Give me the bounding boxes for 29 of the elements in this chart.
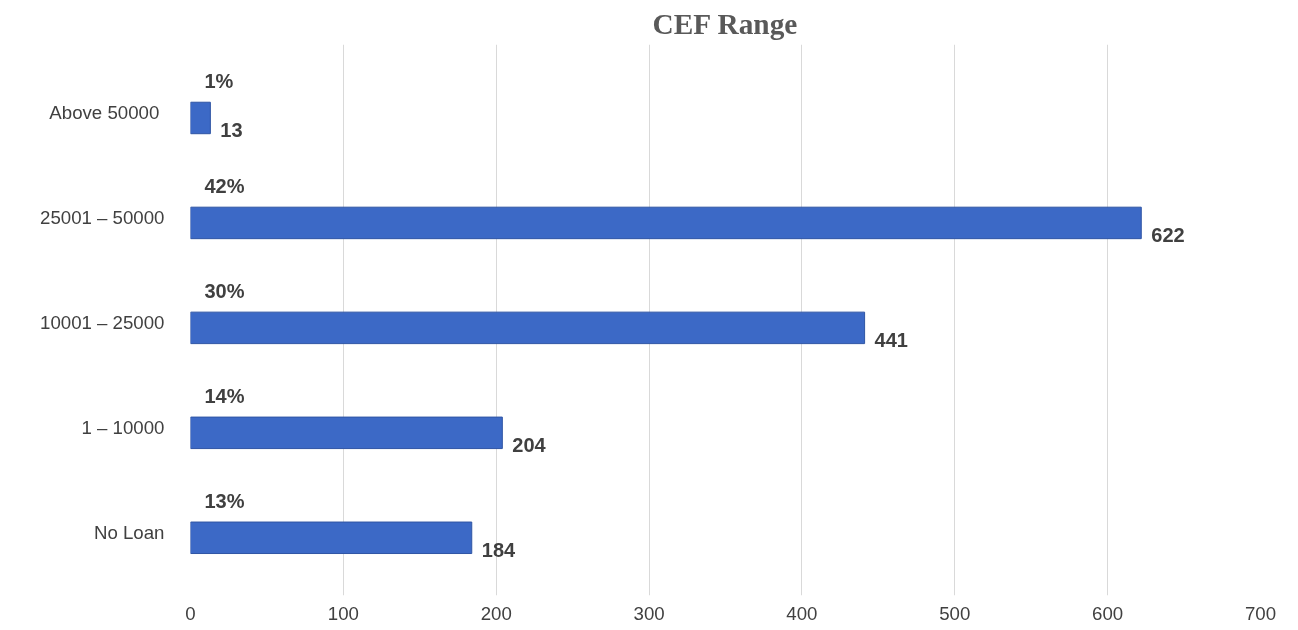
bar — [190, 416, 503, 450]
y-tick-label: 25001 – 50000 — [40, 207, 165, 229]
x-tick-label: 0 — [185, 602, 196, 624]
annotation: 1% — [204, 70, 234, 93]
data-label: 622 — [1151, 223, 1185, 246]
x-tick-label: 200 — [480, 602, 512, 624]
annotation: 14% — [204, 385, 245, 408]
x-tick-label: 400 — [786, 602, 818, 624]
bar — [190, 311, 866, 345]
y-tick-label: Above 50000 — [49, 102, 160, 124]
y-tick-label: 10001 – 25000 — [40, 312, 165, 334]
x-tick-label: 500 — [939, 602, 971, 624]
bar — [190, 206, 1142, 240]
annotation: 30% — [204, 280, 245, 303]
data-label: 441 — [874, 328, 908, 351]
data-label: 184 — [481, 538, 516, 561]
annotation: 13% — [204, 490, 245, 513]
bar — [190, 521, 473, 555]
bar — [190, 101, 211, 135]
x-tick-label: 100 — [327, 602, 359, 624]
x-tick-label: 300 — [633, 602, 665, 624]
y-tick-label: 1 – 10000 — [81, 417, 165, 439]
x-tick-label: 600 — [1092, 602, 1124, 624]
data-label: 13 — [220, 118, 243, 141]
annotation: 42% — [204, 175, 245, 198]
y-tick-label: No Loan — [93, 522, 165, 544]
data-label: 204 — [512, 433, 547, 456]
x-tick-label: 700 — [1244, 602, 1277, 624]
chart-title: CEF Range — [652, 7, 798, 40]
